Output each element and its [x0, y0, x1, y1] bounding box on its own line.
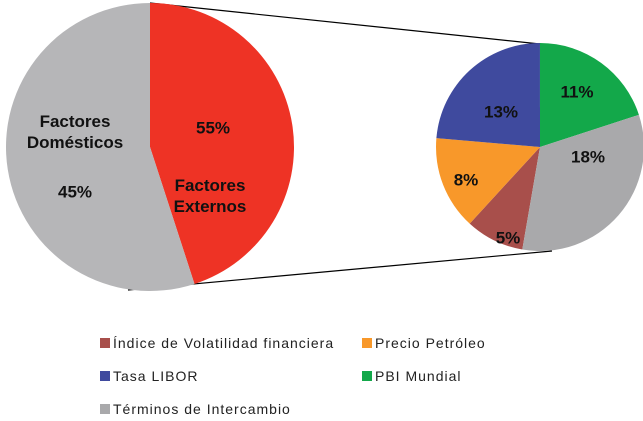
pie-slice: [469, 147, 540, 250]
legend-swatch: [362, 338, 372, 348]
legend-swatch: [100, 338, 110, 348]
legend-item: Términos de Intercambio: [100, 401, 291, 417]
connector-line: [149, 2, 541, 45]
pie-slice: [522, 114, 643, 251]
pie-slice: [150, 3, 294, 284]
legend-swatch: [100, 371, 110, 381]
data-label: 18%: [570, 147, 606, 167]
legend-item: Índice de Volatilidad financiera: [100, 335, 334, 351]
legend-label: Índice de Volatilidad financiera: [113, 335, 335, 351]
legend-label: Términos de Intercambio: [113, 401, 291, 417]
legend-swatch: [362, 371, 372, 381]
legend-swatch: [100, 404, 110, 414]
pie-slice: [436, 138, 540, 224]
pie-slice: [539, 42, 639, 147]
legend-item: Tasa LIBOR: [100, 368, 198, 384]
legend-label: Tasa LIBOR: [113, 368, 199, 384]
connector-line: [127, 250, 553, 291]
data-label: 8%: [453, 170, 479, 190]
slice-label: Factores Externos: [173, 176, 247, 216]
data-label: 13%: [483, 102, 519, 122]
slice-label: Factores Domésticos: [26, 112, 124, 152]
pie-slice: [6, 3, 195, 292]
data-label: 5%: [495, 228, 521, 248]
legend-label: PBI Mundial: [375, 368, 462, 384]
data-label: 55%: [195, 118, 231, 138]
pie-slice: [436, 43, 540, 148]
legend-item: PBI Mundial: [362, 368, 461, 384]
legend-item: Precio Petróleo: [362, 335, 486, 351]
legend-label: Precio Petróleo: [375, 335, 486, 351]
data-label: 45%: [57, 182, 93, 202]
data-label: 11%: [560, 82, 594, 102]
